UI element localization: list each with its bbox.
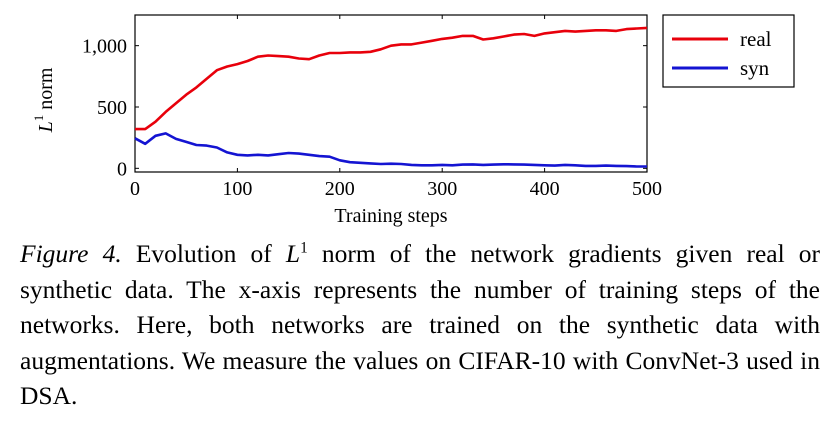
plot-area: 0 100 200 300 400 500 0 500 1,000 <box>82 14 662 200</box>
legend-label-syn: syn <box>740 56 770 80</box>
y-axis-label: L1 norm <box>31 67 57 133</box>
ticks-layer: 0 100 200 300 400 500 0 500 1,000 <box>82 15 662 200</box>
figure-label: Figure 4. <box>20 239 122 268</box>
x-tick-label: 500 <box>632 178 662 200</box>
svg-text:L1 norm: L1 norm <box>31 67 57 133</box>
y-tick-label: 500 <box>97 97 127 119</box>
y-tick-label: 1,000 <box>82 36 127 58</box>
x-tick-label: 300 <box>427 178 457 200</box>
y-axis-symbol: L <box>35 121 57 133</box>
y-axis-word: norm <box>35 67 57 110</box>
x-tick-label: 0 <box>130 178 140 200</box>
series-line-syn <box>134 132 647 168</box>
y-axis-superscript: 1 <box>31 115 46 122</box>
caption-math-superscript: 1 <box>300 239 308 257</box>
series-layer <box>134 26 648 168</box>
plot-frame <box>134 14 648 173</box>
figure-caption: Figure 4. Evolution of L1 norm of the ne… <box>20 236 820 414</box>
x-tick-label: 200 <box>325 178 355 200</box>
legend-box <box>662 14 795 88</box>
legend: real syn <box>662 14 795 88</box>
caption-math-symbol: L <box>285 239 301 268</box>
y-tick-label: 0 <box>117 158 127 180</box>
caption-text-start: Evolution of <box>135 239 272 268</box>
series-line-real <box>135 26 648 131</box>
caption-text-rest: norm of the network gradients given real… <box>20 239 821 410</box>
line-chart: 0 100 200 300 400 500 0 500 1,000 Training steps… <box>31 14 795 227</box>
x-tick-label: 400 <box>530 178 560 200</box>
x-tick-label: 100 <box>222 178 252 200</box>
x-axis-label: Training steps <box>334 205 447 227</box>
legend-label-real: real <box>740 27 772 51</box>
